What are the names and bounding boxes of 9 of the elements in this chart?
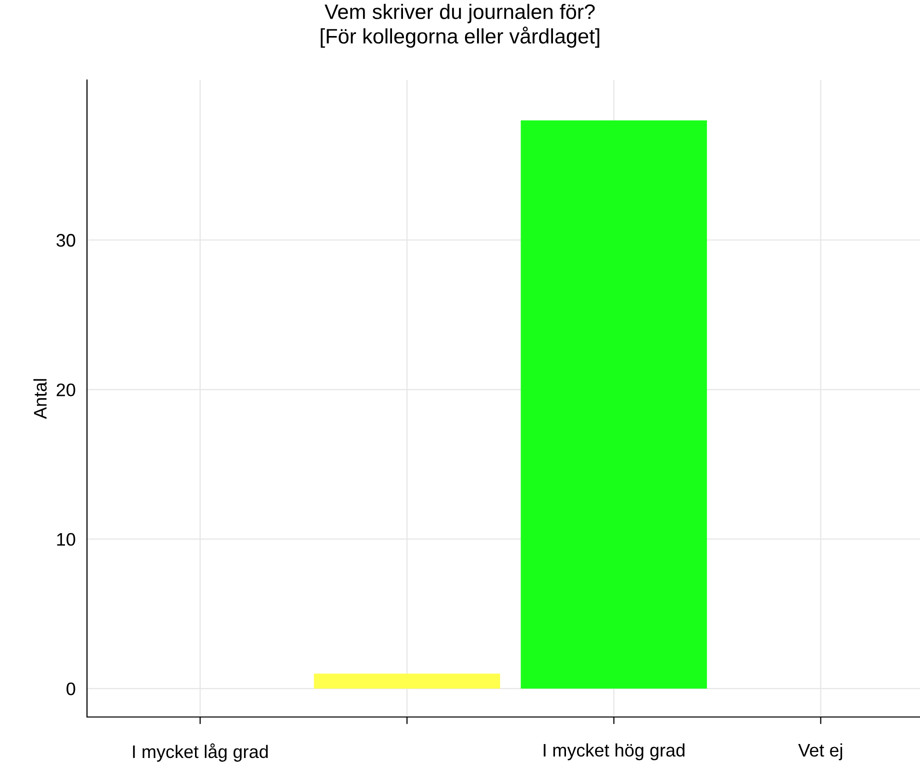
- y-tick-label: 20: [56, 383, 76, 396]
- y-tick-label: 10: [57, 532, 76, 546]
- y-tick-label: 30: [56, 234, 76, 247]
- y-axis-title: Antal: [33, 379, 47, 420]
- x-tick-label: I mycket hög grad: [544, 743, 684, 760]
- x-tick-label: Vet ej: [798, 743, 842, 760]
- y-tick-label: 0: [66, 682, 76, 696]
- chart-title: Vem skriver du journalen för? [För kollegorna eller vårdlaget]: [320, 4, 600, 48]
- x-tick-label: I mycket låg grad: [133, 743, 268, 762]
